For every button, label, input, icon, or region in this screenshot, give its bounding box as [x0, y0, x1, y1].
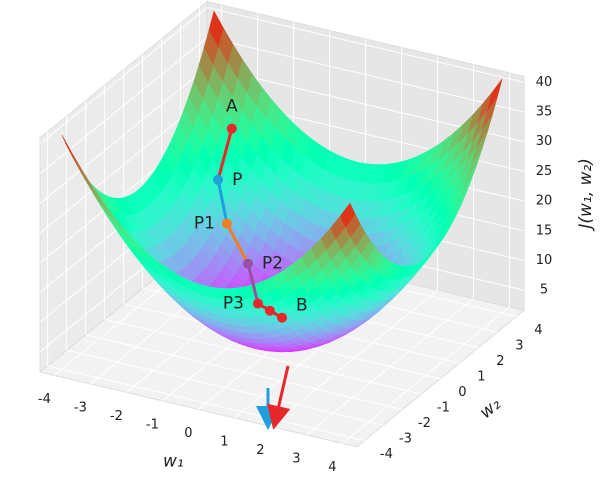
z-tick-label: 35	[536, 105, 553, 120]
surface	[61, 10, 503, 353]
point-label: P1	[194, 214, 215, 234]
grid-line	[85, 334, 403, 411]
grid-line	[39, 7, 208, 145]
path-segment	[246, 263, 260, 304]
x-tick-label: 0	[184, 426, 192, 441]
y-tick-label: -4	[380, 447, 393, 462]
path-segment	[225, 222, 250, 265]
z-tick-label: 25	[536, 164, 553, 179]
x-tick-label: -1	[146, 417, 159, 432]
path-point	[243, 258, 254, 269]
grid-line	[39, 66, 208, 204]
y-tick-label: 4	[534, 323, 542, 338]
point-label: A	[226, 97, 238, 117]
path-point	[213, 174, 224, 185]
grid-line	[39, 36, 208, 174]
path-point	[226, 123, 237, 134]
x-tick-label: -3	[74, 400, 87, 415]
x-tick-label: 3	[292, 451, 300, 466]
y-tick-label: 2	[496, 354, 504, 369]
grid-line	[104, 318, 422, 395]
grid-line	[66, 349, 384, 426]
x-tick-label: -4	[38, 392, 51, 407]
grid-line	[207, 7, 525, 83]
point-label: P	[232, 170, 242, 190]
path-point	[264, 305, 275, 316]
point-label: B	[296, 296, 308, 316]
path-point	[252, 298, 263, 309]
path-segment	[216, 179, 229, 224]
y-tick-label: 1	[477, 370, 485, 385]
y-tick-label: 3	[515, 339, 523, 354]
path-segment	[216, 128, 234, 181]
y-tick-label: -2	[418, 416, 431, 431]
x-axis-label: w₁	[163, 451, 184, 471]
descent-path: A P P1 P2 P3 B	[194, 97, 308, 323]
x-tick-label: 4	[328, 460, 336, 475]
point-label: P2	[262, 254, 283, 274]
y-tick-label: -1	[437, 401, 450, 416]
arrow	[267, 365, 291, 430]
grid-line	[39, 96, 208, 234]
grid-line	[207, 36, 525, 113]
path-point	[221, 218, 232, 229]
z-tick-label: 15	[536, 223, 553, 238]
y-tick-label: -3	[399, 432, 412, 447]
x-tick-label: -2	[110, 409, 123, 424]
x-tick-label: 2	[256, 443, 264, 458]
surface-patch	[340, 202, 356, 228]
z-tick-label: 5	[540, 283, 548, 298]
y-axis-label: w₂	[476, 394, 505, 423]
x-tick-label: 1	[220, 434, 228, 449]
y-tick-label: 0	[458, 385, 466, 400]
z-tick-label: 20	[536, 194, 553, 209]
z-tick-label: 40	[536, 75, 553, 90]
z-tick-label: 10	[536, 253, 553, 268]
grid-line	[47, 365, 365, 442]
z-axis-label: J(w₁, w₂)	[576, 158, 596, 232]
z-tick-label: 30	[536, 134, 553, 149]
point-label: P3	[223, 294, 244, 314]
path-point	[277, 312, 288, 323]
